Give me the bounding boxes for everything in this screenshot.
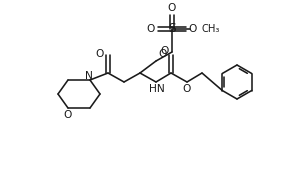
Text: N: N bbox=[85, 71, 93, 81]
Text: O: O bbox=[161, 46, 169, 56]
Text: O: O bbox=[189, 24, 197, 34]
Text: CH₃: CH₃ bbox=[201, 24, 219, 34]
Text: O: O bbox=[159, 49, 167, 59]
Text: O: O bbox=[96, 49, 104, 59]
Text: O: O bbox=[64, 110, 72, 120]
Text: O: O bbox=[168, 3, 176, 13]
Text: S: S bbox=[168, 21, 176, 35]
Text: HN: HN bbox=[149, 84, 165, 94]
Text: O: O bbox=[183, 84, 191, 94]
Text: O: O bbox=[147, 24, 155, 34]
